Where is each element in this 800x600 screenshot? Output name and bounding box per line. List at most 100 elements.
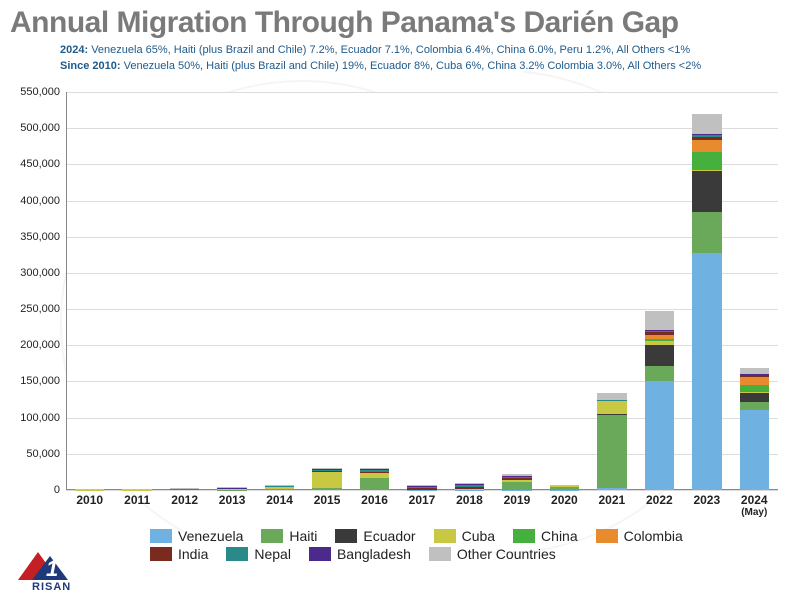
x-tick-label: 2019 (504, 494, 531, 507)
x-tick-label: 2012 (171, 494, 198, 507)
legend-swatch (335, 529, 357, 543)
seg-haiti (265, 489, 294, 490)
legend-item-haiti: Haiti (261, 528, 317, 544)
x-tick-label: 2023 (693, 494, 720, 507)
legend-swatch (513, 529, 535, 543)
seg-bangladesh (312, 469, 341, 470)
seg-cuba (265, 486, 294, 489)
seg-cuba (740, 392, 769, 393)
x-tick-label: 2017 (409, 494, 436, 507)
seg-india (645, 332, 674, 335)
subtitle-2024: 2024: Venezuela 65%, Haiti (plus Brazil … (60, 44, 690, 56)
y-tick-label: 400,000 (20, 195, 60, 207)
x-tick-label: 2015 (314, 494, 341, 507)
seg-bangladesh (692, 134, 721, 135)
legend-item-india: India (150, 546, 208, 562)
x-tick-label: 2013 (219, 494, 246, 507)
seg-haiti (740, 402, 769, 411)
seg-nepal (645, 331, 674, 332)
seg-bangladesh (407, 486, 436, 487)
seg-ecuador (692, 171, 721, 212)
seg-other (217, 487, 246, 488)
seg-cuba (645, 341, 674, 345)
gridline (66, 237, 778, 238)
gridline (66, 128, 778, 129)
y-tick-label: 450,000 (20, 158, 60, 170)
seg-india (455, 487, 484, 490)
legend-label: Ecuador (363, 528, 415, 544)
seg-other (455, 483, 484, 484)
seg-cuba (360, 473, 389, 478)
x-tick-label: 2014 (266, 494, 293, 507)
chart-title: Annual Migration Through Panama's Darién… (10, 6, 679, 40)
legend-swatch (309, 547, 331, 561)
x-tick-label: 2011 (124, 494, 150, 507)
seg-ecuador (645, 345, 674, 366)
seg-cuba (217, 488, 246, 489)
x-tick-label: 2018 (456, 494, 483, 507)
seg-china (645, 339, 674, 340)
legend-label: Bangladesh (337, 546, 411, 562)
legend-label: Cuba (462, 528, 495, 544)
seg-nepal (265, 486, 294, 487)
seg-other (122, 489, 151, 490)
y-tick-label: 550,000 (20, 86, 60, 98)
y-tick-label: 500,000 (20, 122, 60, 134)
seg-venezuela (740, 410, 769, 490)
gridline (66, 490, 778, 491)
legend-swatch (261, 529, 283, 543)
y-tick-label: 350,000 (20, 231, 60, 243)
legend-label: Nepal (254, 546, 291, 562)
legend-item-bangladesh: Bangladesh (309, 546, 411, 562)
x-tick-label: 2016 (361, 494, 388, 507)
seg-china (692, 152, 721, 170)
seg-nepal (740, 374, 769, 375)
seg-haiti (502, 482, 531, 490)
seg-other (360, 468, 389, 469)
legend-item-china: China (513, 528, 578, 544)
legend-item-ecuador: Ecuador (335, 528, 415, 544)
seg-ecuador (740, 393, 769, 402)
legend-item-venezuela: Venezuela (150, 528, 243, 544)
gridline (66, 201, 778, 202)
seg-nepal (692, 135, 721, 137)
chart-legend: Venezuela Haiti Ecuador Cuba China Colombia In… (150, 528, 720, 564)
seg-bangladesh (645, 330, 674, 331)
seg-nepal (502, 477, 531, 478)
seg-nepal (360, 470, 389, 471)
legend-item-colombia: Colombia (596, 528, 683, 544)
legend-item-nepal: Nepal (226, 546, 291, 562)
gridline (66, 273, 778, 274)
seg-haiti (692, 212, 721, 253)
seg-nepal (455, 485, 484, 486)
svg-text:RISAN: RISAN (32, 581, 71, 592)
y-axis (66, 92, 67, 490)
seg-other (265, 485, 294, 486)
y-tick-label: 300,000 (20, 267, 60, 279)
seg-venezuela (645, 381, 674, 490)
seg-haiti (360, 478, 389, 490)
seg-colombia (692, 140, 721, 152)
y-tick-label: 250,000 (20, 303, 60, 315)
seg-other (550, 485, 579, 486)
seg-haiti (550, 486, 579, 490)
seg-bangladesh (265, 485, 294, 486)
svg-text:1: 1 (46, 556, 58, 581)
legend-label: India (178, 546, 208, 562)
seg-other (692, 114, 721, 134)
seg-colombia (645, 335, 674, 339)
seg-cuba (597, 401, 626, 415)
seg-bangladesh (455, 484, 484, 485)
seg-nepal (407, 487, 436, 489)
legend-swatch (596, 529, 618, 543)
y-tick-label: 50,000 (26, 448, 60, 460)
legend-swatch (150, 529, 172, 543)
legend-label: Haiti (289, 528, 317, 544)
y-tick-label: 150,000 (20, 375, 60, 387)
seg-nepal (312, 470, 341, 471)
seg-venezuela (597, 488, 626, 490)
legend-label: Venezuela (178, 528, 243, 544)
seg-other (312, 468, 341, 469)
legend-item-cuba: Cuba (434, 528, 495, 544)
y-tick-label: 100,000 (20, 412, 60, 424)
